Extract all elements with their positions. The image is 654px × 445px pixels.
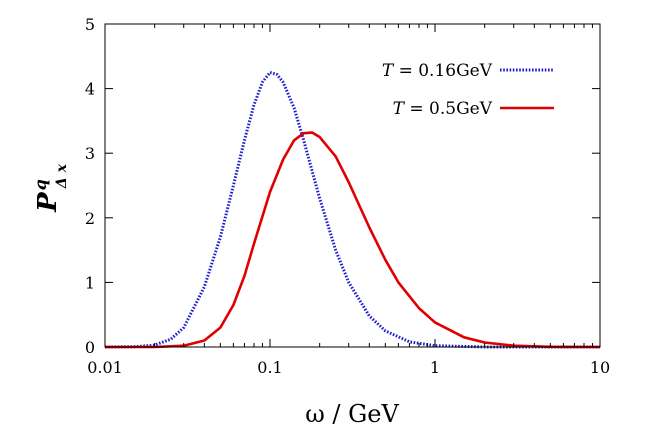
x-tick-label: 10 bbox=[590, 358, 610, 377]
legend-label-1: T = 0.5GeV bbox=[393, 99, 493, 119]
y-tick-label: 5 bbox=[85, 15, 95, 34]
plot-frame bbox=[104, 23, 601, 348]
x-tick-label: 1 bbox=[430, 358, 440, 377]
y-tick-label: 3 bbox=[85, 144, 95, 163]
series-line-0 bbox=[104, 70, 601, 349]
series-line-1 bbox=[105, 131, 601, 349]
svg-text:PqΔ x: Pq Δ x bbox=[31, 163, 70, 212]
y-tick-label: 4 bbox=[85, 80, 95, 99]
legend-label-0: T = 0.16GeV bbox=[382, 61, 493, 81]
y-axis-title: Pq Δ x bbox=[31, 163, 70, 212]
x-tick-label: 0.01 bbox=[87, 358, 123, 377]
y-tick-label: 2 bbox=[85, 209, 95, 228]
x-axis-title: ω / GeV bbox=[305, 400, 399, 428]
y-tick-label: 1 bbox=[85, 273, 95, 292]
x-tick-label: 0.1 bbox=[257, 358, 282, 377]
y-axis-title-sub: Δ x bbox=[54, 163, 70, 189]
y-axis-title-sup: q bbox=[31, 179, 50, 190]
y-tick-label: 0 bbox=[85, 338, 95, 357]
y-axis-title-main: P bbox=[33, 191, 63, 213]
